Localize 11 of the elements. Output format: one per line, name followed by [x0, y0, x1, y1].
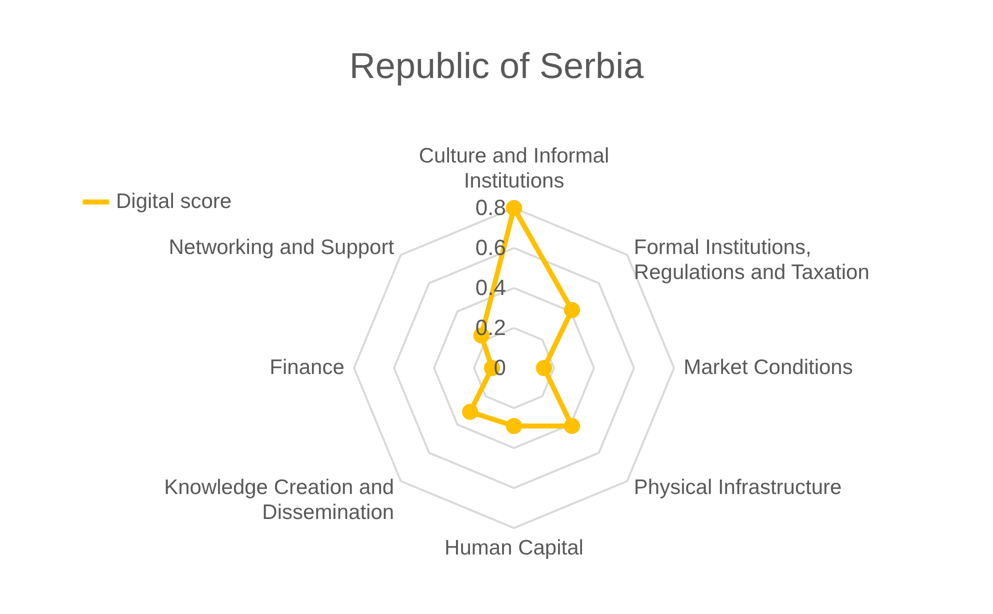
y-tick-label: 0.8 [475, 195, 506, 220]
spoke-label: Culture and Informal Institutions [418, 144, 610, 192]
spoke-label: Human Capital [444, 536, 584, 560]
spoke-label: Networking and Support [168, 236, 394, 260]
legend-label: Digital score [116, 190, 232, 213]
spoke-label: Physical Infrastructure [634, 476, 842, 499]
spoke-label: Knowledge Creation and Dissemination [164, 476, 394, 524]
spoke-label: Formal Institutions, Regulations and Taxation [634, 236, 870, 284]
chart-title: Republic of Serbia [349, 45, 645, 86]
spoke-label: Market Conditions [684, 356, 853, 379]
spoke-label: Finance [270, 356, 344, 379]
